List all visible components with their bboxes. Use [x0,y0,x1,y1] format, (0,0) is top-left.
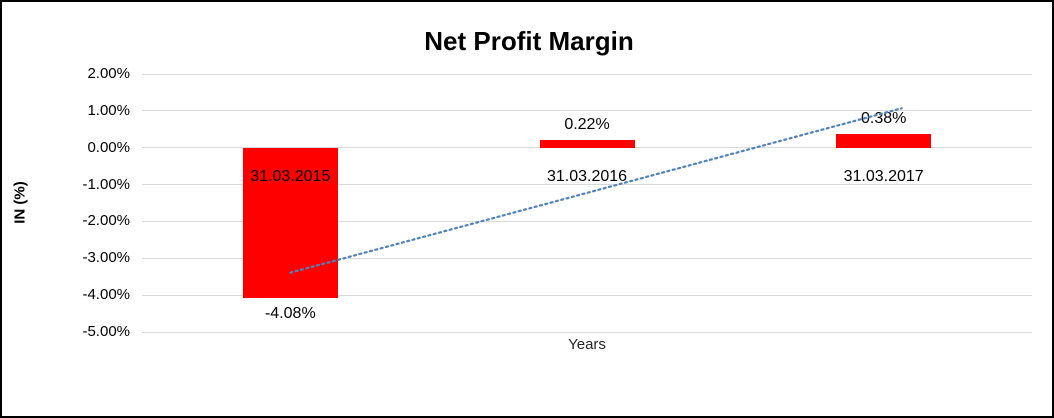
bar-value-label: 0.22% [564,115,610,133]
gridline [142,73,1032,75]
y-tick-label: 1.00% [87,101,130,119]
y-tick-label: -1.00% [82,175,130,193]
y-tick-label: -3.00% [82,249,130,267]
chart-title: Net Profit Margin [424,26,634,56]
y-tick-label: -2.00% [82,212,130,230]
y-axis-title: IN (%) [11,181,29,224]
bar-value-label: 0.38% [860,109,907,127]
bar [836,133,932,148]
category-label: 31.03.2016 [546,167,628,185]
gridline [142,331,1032,333]
bar-value-label: -4.08% [264,305,316,323]
y-tick-label: 0.00% [87,138,130,156]
category-label: 31.03.2017 [843,167,924,185]
y-tick-label: 2.00% [87,65,130,82]
category-label: 31.03.2015 [250,167,331,185]
y-tick-label: -5.00% [82,323,130,340]
bar [539,139,635,148]
gridline [142,294,1032,296]
y-tick-label: -4.00% [82,286,130,304]
x-axis-title: Years [568,336,606,353]
